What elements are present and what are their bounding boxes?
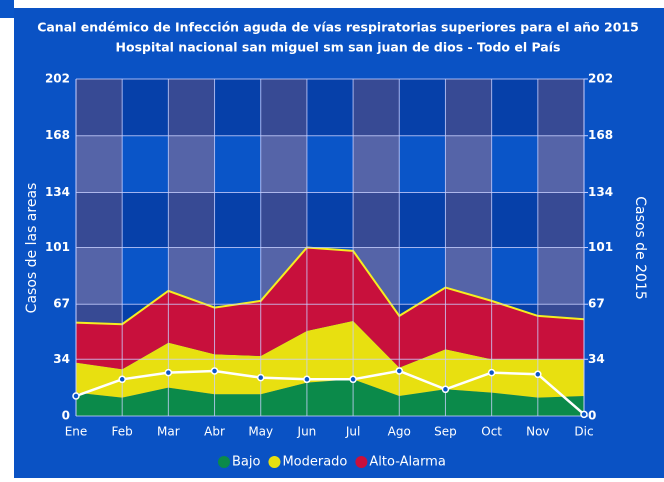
point [303,375,311,384]
y-tick-label: 101 [45,240,70,254]
x-tick-label: Nov [526,425,549,439]
point [580,410,588,419]
plot-row-shade [76,79,584,136]
x-tick-label: Mar [157,425,180,439]
point [395,367,404,375]
y2-tick-label: 168 [588,128,613,142]
y2-tick-label: 0 [588,409,596,423]
area [76,379,584,416]
point [118,375,126,384]
y-tick-label: 168 [45,128,70,142]
y-tick-label: 34 [53,352,70,366]
x-tick-label: Ene [65,425,88,439]
point [534,370,542,379]
y2-tick-label: 202 [588,72,613,86]
y2-tick-label: 101 [588,240,613,254]
x-tick-label: Feb [112,425,133,439]
point [349,375,357,384]
point [441,385,450,394]
plot-row-shade [76,192,584,248]
line [75,369,585,416]
point [210,367,219,375]
legend-swatch [268,456,281,468]
area-top-edge [75,246,585,326]
y-tick-label: 67 [53,297,70,311]
point [164,368,173,377]
x-tick-label: Abr [204,425,225,439]
legend-label: Alto-Alarma [369,455,445,470]
point [256,373,265,382]
legend-label: Bajo [232,455,260,470]
x-tick-label: May [248,425,273,439]
x-tick-label: Ago [388,425,411,439]
x-tick-label: Sep [434,425,457,439]
y2-tick-label: 67 [588,297,605,311]
chart-subtitle: Hospital nacional san miguel sm san juan… [116,40,561,55]
legend-swatch [355,456,368,468]
legend-label: Moderado [282,455,347,470]
y2-axis-label: Casos de 2015 [632,196,648,300]
y2-tick-label: 34 [588,352,605,366]
chart-title: Canal endémico de Infección aguda de vía… [37,20,639,35]
corner-tab [0,0,14,18]
y-tick-label: 202 [45,72,70,86]
legend-swatch [218,456,230,468]
y-tick-label: 0 [62,409,70,423]
point [72,392,80,400]
x-tick-label: Jun [297,425,317,439]
y-tick-label: 134 [45,185,70,199]
y2-tick-label: 134 [588,185,613,199]
y-axis-label: Casos de las areas [24,183,40,314]
area [76,247,584,370]
x-tick-label: Dic [574,425,593,439]
point [487,368,496,377]
x-tick-label: Jul [345,425,360,439]
x-tick-label: Oct [481,425,502,439]
